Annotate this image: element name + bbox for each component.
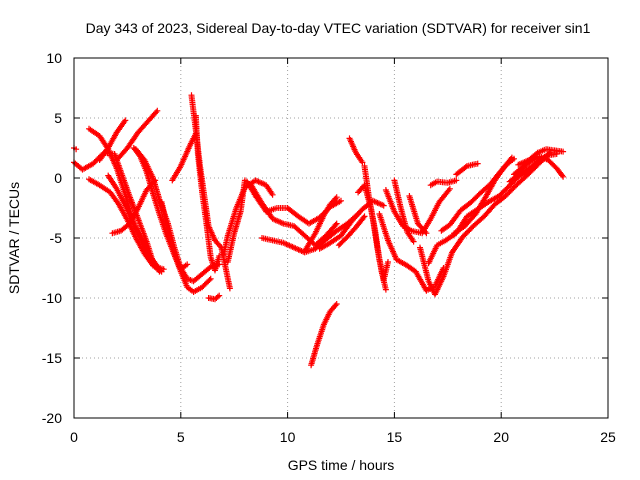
marker-trace [425, 159, 541, 267]
marker-trace [86, 176, 165, 275]
marker-trace [188, 92, 218, 244]
x-tick-labels: 0 5 10 15 20 25 [70, 429, 616, 445]
y-axis-label: SDTVAR / TECUs [6, 182, 22, 294]
series-track-42 [506, 149, 554, 185]
series-track-13 [188, 92, 218, 244]
series-track-1 [71, 145, 80, 153]
marker-trace [453, 160, 481, 178]
marker-trace [248, 182, 340, 249]
y-tick-label: -20 [42, 410, 62, 426]
series-track-29 [376, 211, 447, 294]
series-track-12 [169, 130, 199, 184]
series-track-5 [96, 117, 129, 163]
marker-trace [224, 177, 248, 265]
marker-trace [192, 112, 223, 274]
x-tick-label: 0 [70, 429, 78, 445]
marker-trace [427, 177, 460, 189]
series-track-34 [425, 159, 541, 267]
marker-trace [158, 199, 191, 273]
marker-trace [451, 154, 515, 237]
x-tick-label: 10 [280, 429, 296, 445]
marker-trace [301, 194, 340, 255]
marker-trace [417, 164, 539, 298]
series-track-28 [361, 163, 389, 293]
y-tick-label: -15 [42, 350, 62, 366]
series-track-20 [248, 182, 340, 249]
y-tick-label: -5 [50, 230, 63, 246]
series-track-15 [205, 292, 223, 303]
chart-title: Day 343 of 2023, Sidereal Day-to-day VTE… [86, 20, 591, 36]
y-tick-label: -10 [42, 290, 62, 306]
x-tick-label: 25 [600, 429, 616, 445]
marker-trace [335, 213, 368, 249]
series-track-37 [451, 154, 515, 237]
y-tick-labels: -20 -15 -10 -5 0 5 10 [42, 50, 62, 426]
series-track-11 [158, 199, 191, 273]
marker-trace [506, 149, 554, 185]
marker-trace [113, 107, 161, 163]
marker-trace [71, 145, 80, 153]
series-track-17 [220, 177, 276, 258]
series-track-26 [346, 135, 366, 166]
data-series [71, 92, 567, 369]
x-tick-label: 5 [177, 429, 185, 445]
marker-trace [169, 130, 199, 184]
x-tick-label: 20 [493, 429, 509, 445]
series-track-22 [301, 194, 340, 255]
y-tick-label: 10 [46, 50, 62, 66]
axis-ticks [73, 57, 609, 419]
marker-trace [361, 163, 389, 293]
y-tick-label: 5 [54, 110, 62, 126]
series-track-4 [86, 176, 165, 275]
marker-trace [515, 146, 567, 168]
series-track-23 [308, 301, 340, 369]
marker-trace [376, 211, 447, 294]
series-track-8 [113, 107, 161, 163]
series-track-40 [515, 146, 567, 168]
y-tick-label: 0 [54, 170, 62, 186]
marker-trace [391, 177, 417, 245]
x-axis-label: GPS time / hours [288, 457, 395, 473]
series-track-25 [335, 213, 368, 249]
marker-trace [220, 177, 276, 258]
marker-trace [346, 135, 366, 166]
series-track-31 [391, 177, 417, 245]
series-track-35 [427, 177, 460, 189]
marker-trace [308, 301, 340, 369]
series-track-32 [406, 193, 430, 237]
series-track-33 [417, 164, 539, 298]
series-track-14 [192, 112, 223, 274]
x-tick-label: 15 [387, 429, 403, 445]
series-track-38 [453, 160, 481, 178]
marker-trace [406, 193, 430, 237]
series-track-18 [224, 177, 248, 265]
marker-trace [96, 117, 129, 163]
marker-trace [205, 292, 223, 303]
